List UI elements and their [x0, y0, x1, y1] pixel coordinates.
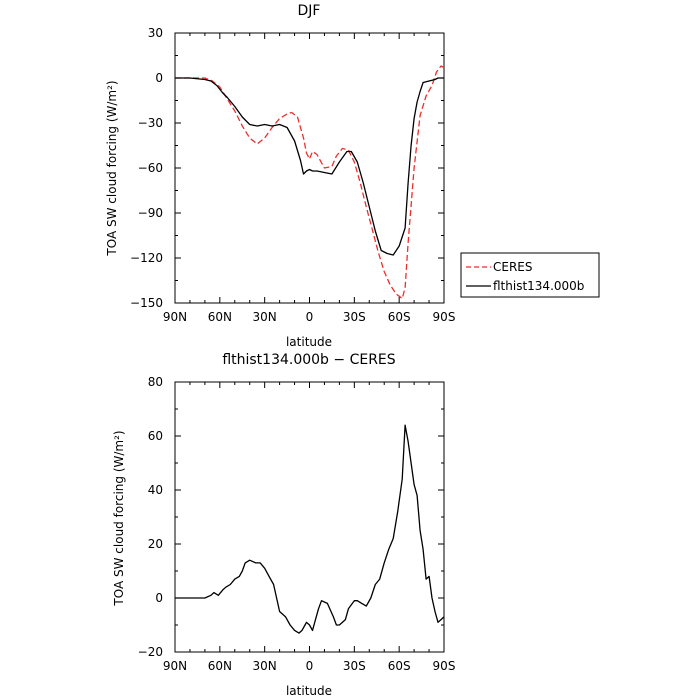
y-tick-label: 80 — [148, 375, 163, 389]
x-tick-label: 60N — [208, 310, 232, 324]
x-tick-label: 90S — [433, 310, 456, 324]
y-tick-label: 0 — [155, 591, 163, 605]
series-lines — [175, 65, 445, 300]
x-tick-label: 30S — [343, 659, 366, 673]
x-axis-label: latitude — [286, 335, 332, 349]
axis-ticks: 90N 60N 30N 0 30S 60S 90S 30 0 −30 −60 −90 −120 −150 — [130, 26, 455, 324]
x-axis-label: latitude — [286, 684, 332, 698]
legend-label-ceres: CERES — [493, 260, 533, 274]
y-axis-label: TOA SW cloud forcing (W/m²) — [105, 80, 119, 256]
y-tick-label: 60 — [148, 429, 163, 443]
chart-djf: DJF latitude TOA SW cloud forcing (W/m²)… — [105, 3, 600, 349]
y-tick-label: 30 — [148, 26, 163, 40]
chart-difference: flthist134.000b − CERES latitude TOA SW … — [112, 352, 455, 698]
y-tick-label: −120 — [130, 251, 163, 265]
x-tick-label: 0 — [306, 310, 314, 324]
series-line-difference — [175, 424, 445, 634]
x-tick-label: 60S — [388, 310, 411, 324]
x-tick-label: 60S — [388, 659, 411, 673]
x-tick-label: 30S — [343, 310, 366, 324]
y-tick-label: −20 — [138, 645, 163, 659]
x-tick-label: 30N — [253, 310, 277, 324]
y-tick-label: 20 — [148, 537, 163, 551]
x-tick-label: 90N — [163, 659, 187, 673]
y-tick-label: 40 — [148, 483, 163, 497]
plot-frame — [174, 381, 445, 653]
y-tick-label: −60 — [138, 161, 163, 175]
x-tick-label: 90S — [433, 659, 456, 673]
plot-frame — [174, 32, 445, 304]
y-axis-label: TOA SW cloud forcing (W/m²) — [112, 430, 126, 606]
x-tick-label: 30N — [253, 659, 277, 673]
y-tick-label: −30 — [138, 116, 163, 130]
y-tick-label: 0 — [155, 71, 163, 85]
legend-box — [460, 252, 600, 298]
chart-title: flthist134.000b − CERES — [222, 352, 395, 368]
series-line-ceres — [175, 65, 445, 300]
legend-label-model: flthist134.000b — [493, 279, 584, 293]
x-tick-label: 60N — [208, 659, 232, 673]
y-tick-label: −150 — [130, 296, 163, 310]
axis-ticks: 90N 60N 30N 0 30S 60S 90S 80 60 40 20 0 −20 — [138, 375, 456, 673]
y-tick-label: −90 — [138, 206, 163, 220]
x-tick-label: 0 — [306, 659, 314, 673]
chart-title: DJF — [298, 3, 321, 19]
series-lines — [175, 424, 445, 634]
legend: CERES flthist134.000b — [460, 252, 600, 298]
x-tick-label: 90N — [163, 310, 187, 324]
series-line-flthist134-000b — [175, 77, 444, 256]
